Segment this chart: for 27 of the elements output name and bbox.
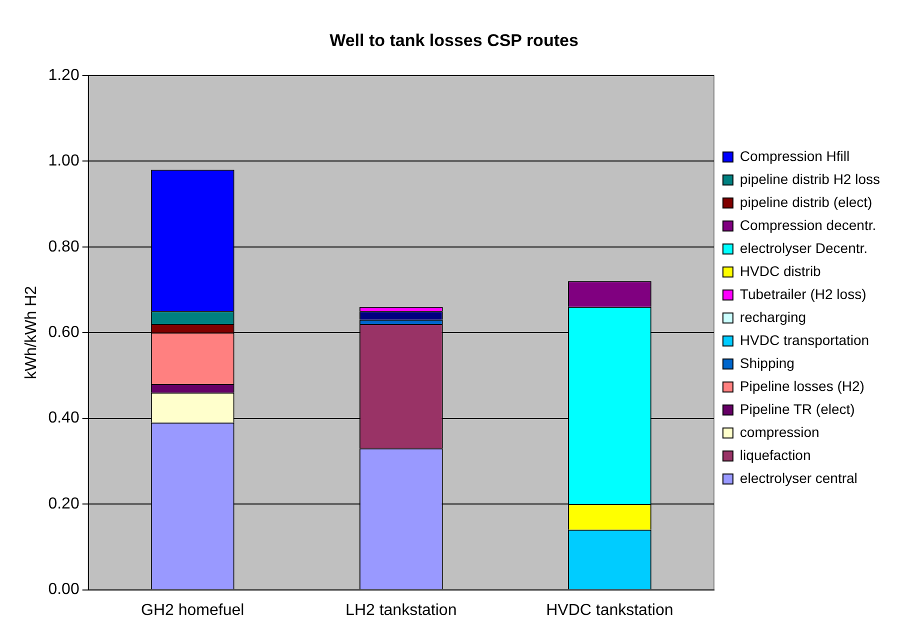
legend-label: Pipeline losses (H2)	[740, 378, 864, 394]
y-tick-label: 0.60	[48, 324, 80, 342]
y-axis-title: kWh/kWh H2	[23, 286, 40, 380]
legend-label: Compression decentr.	[740, 216, 876, 233]
x-tick-label: LH2 tankstation	[346, 602, 457, 619]
chart-title: Well to tank losses CSP routes	[330, 30, 578, 50]
legend-label: HVDC transportation	[740, 332, 870, 348]
y-tick-label: 0.40	[48, 410, 80, 427]
y-tick-label: 0.80	[48, 238, 80, 256]
legend-label: HVDC distrib	[740, 262, 822, 279]
legend-label: electrolyser central	[740, 470, 858, 486]
legend-label: Compression Hfill	[740, 148, 850, 164]
legend-label: recharging	[740, 308, 806, 325]
legend-label: Tubetrailer (H2 loss)	[740, 286, 866, 302]
legend-label: Shipping	[740, 354, 794, 371]
legend-label: liquefaction	[740, 446, 811, 463]
legend-label: Pipeline TR (elect)	[740, 400, 855, 417]
legend-label: electrolyser Decentr.	[740, 240, 868, 256]
y-tick-label: 1.00	[48, 152, 80, 170]
legend-label: pipeline distrib H2 loss	[740, 170, 880, 187]
legend-label: pipeline distrib (elect)	[740, 194, 872, 210]
y-tick-label: 0.20	[48, 495, 80, 512]
y-tick-label: 1.20	[48, 66, 80, 84]
x-tick-label: HVDC tankstation	[546, 602, 674, 619]
y-tick-label: 0.00	[48, 581, 80, 598]
x-tick-label: GH2 homefuel	[141, 602, 244, 619]
legend-label: compression	[740, 424, 820, 440]
